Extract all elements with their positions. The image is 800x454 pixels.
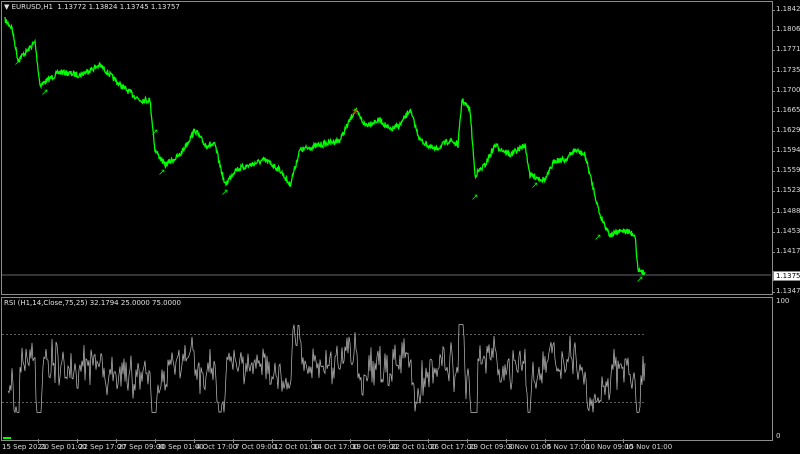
price-axis-label: 1.15590 xyxy=(776,166,800,174)
time-tick xyxy=(467,439,468,443)
time-tick xyxy=(623,439,624,443)
time-tick xyxy=(311,439,312,443)
time-axis-label: 10 Nov 09:00 xyxy=(586,443,634,451)
price-tick xyxy=(772,212,775,213)
time-axis-label: 29 Oct 09:00 xyxy=(469,443,515,451)
time-axis-label: 3 Nov 01:00 xyxy=(508,443,551,451)
time-tick xyxy=(350,439,351,443)
time-axis-label: 20 Sep 01:00 xyxy=(40,443,87,451)
time-tick xyxy=(38,439,39,443)
signal-arrow-icon: ↗ xyxy=(471,193,479,203)
time-tick xyxy=(233,439,234,443)
signal-arrow-icon: ↗ xyxy=(221,188,229,198)
price-axis-label: 1.14880 xyxy=(776,207,800,215)
price-tick xyxy=(772,71,775,72)
price-axis-label: 1.17000 xyxy=(776,86,800,94)
time-tick xyxy=(506,439,507,443)
time-tick xyxy=(194,439,195,443)
time-axis-label: 14 Oct 17:00 xyxy=(313,443,359,451)
signal-arrow-icon: ↗ xyxy=(14,58,22,68)
signal-arrow-icon: ✕ xyxy=(351,108,359,118)
time-axis-label: 22 Sep 17:00 xyxy=(79,443,126,451)
price-tick xyxy=(772,131,775,132)
time-axis-label: 22 Oct 01:00 xyxy=(391,443,437,451)
price-axis-label: 1.17710 xyxy=(776,45,800,53)
time-axis-label: 12 Oct 01:00 xyxy=(274,443,320,451)
price-tick xyxy=(772,191,775,192)
price-tick xyxy=(772,171,775,172)
price-tick xyxy=(772,252,775,253)
price-axis-label: 1.15940 xyxy=(776,146,800,154)
time-axis-label: 19 Oct 09:00 xyxy=(352,443,398,451)
rsi-title: RSI (H1,14,Close,75,25) 32.1794 25.0000 … xyxy=(4,299,181,307)
price-tick xyxy=(772,151,775,152)
signal-arrow-icon: ↗ xyxy=(531,181,539,191)
time-axis-label: 27 Sep 09:00 xyxy=(118,443,165,451)
time-tick xyxy=(428,439,429,443)
time-axis-label: 15 Nov 01:00 xyxy=(625,443,673,451)
signal-arrow-icon: ↗ xyxy=(158,168,166,178)
rsi-axis-100: 100 xyxy=(776,297,790,305)
price-tick xyxy=(772,50,775,51)
price-tick xyxy=(772,10,775,11)
signal-arrow-icon: ↗ xyxy=(151,128,159,138)
price-tick xyxy=(772,30,775,31)
price-tick xyxy=(772,232,775,233)
price-axis-label: 1.18060 xyxy=(776,25,800,33)
symbol-title: EURUSD,H1 xyxy=(11,3,53,11)
price-line xyxy=(4,16,646,276)
signal-arrow-icon: ↗ xyxy=(636,275,644,285)
time-tick xyxy=(545,439,546,443)
time-axis-label: 15 Sep 2021 xyxy=(2,443,47,451)
time-tick xyxy=(584,439,585,443)
time-tick xyxy=(155,439,156,443)
time-axis-label: 5 Nov 17:00 xyxy=(547,443,590,451)
time-axis-label: 30 Sep 01:00 xyxy=(157,443,204,451)
price-axis-label: 1.14170 xyxy=(776,247,800,255)
rsi-line xyxy=(7,324,646,414)
time-tick xyxy=(272,439,273,443)
price-tick xyxy=(772,91,775,92)
ohlc-values: 1.13772 1.13824 1.13745 1.13757 xyxy=(57,3,180,11)
price-axis-label: 1.16290 xyxy=(776,126,800,134)
price-axis-label: 1.14530 xyxy=(776,227,800,235)
current-price-label: 1.13757 xyxy=(773,271,800,281)
time-axis-label: 7 Oct 09:00 xyxy=(235,443,277,451)
collapse-triangle-icon[interactable]: ▼ xyxy=(4,3,10,11)
price-axis-label: 1.17350 xyxy=(776,66,800,74)
signal-arrow-icon: ↗ xyxy=(594,233,602,243)
scroll-marker xyxy=(3,437,11,439)
time-tick xyxy=(389,439,390,443)
price-tick xyxy=(772,111,775,112)
signal-arrow-icon: ↗ xyxy=(41,88,49,98)
price-chart-pane[interactable] xyxy=(1,1,773,295)
rsi-axis-0: 0 xyxy=(776,432,781,440)
time-axis-label: 4 Oct 17:00 xyxy=(196,443,238,451)
chart-title: ▼ EURUSD,H1 1.13772 1.13824 1.13745 1.13… xyxy=(4,3,180,11)
time-tick xyxy=(77,439,78,443)
price-axis-label: 1.18420 xyxy=(776,5,800,13)
price-axis-label: 1.16650 xyxy=(776,106,800,114)
time-tick xyxy=(116,439,117,443)
time-axis-label: 26 Oct 17:00 xyxy=(430,443,476,451)
price-tick xyxy=(772,292,775,293)
price-axis-label: 1.15230 xyxy=(776,186,800,194)
price-axis-label: 1.13470 xyxy=(776,287,800,295)
